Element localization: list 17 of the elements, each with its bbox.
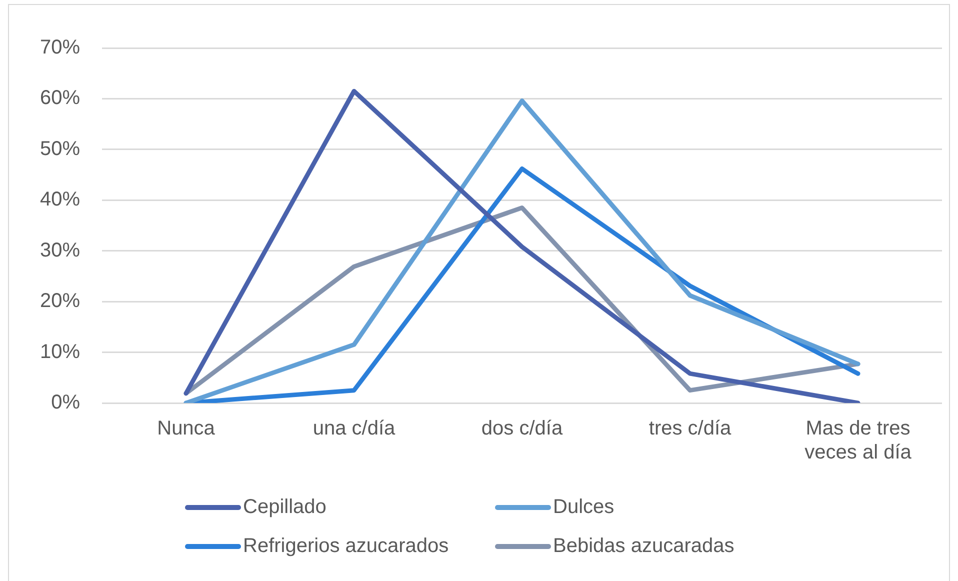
legend-label: Cepillado [243,496,326,519]
y-tick-label: 40% [40,188,80,211]
y-tick-label: 20% [40,290,80,312]
y-tick-label: 0% [51,392,80,414]
x-tick-label: una c/día [312,418,396,440]
x-tick-label: dos c/día [481,418,564,440]
legend-label: Dulces [553,496,614,519]
x-tick-label: Mas de tres veces al día [804,418,912,464]
x-tick-label: Nunca [157,418,216,440]
y-tick-label: 70% [40,36,80,59]
y-tick-label: 50% [40,138,80,160]
x-tick-label: tres c/día [648,418,732,440]
legend-label: Refrigerios azucarados [243,535,449,558]
y-tick-label: 30% [40,239,80,262]
legend-label: Bebidas azucaradas [553,535,734,558]
y-tick-label: 60% [40,87,80,110]
y-tick-label: 10% [40,340,80,363]
